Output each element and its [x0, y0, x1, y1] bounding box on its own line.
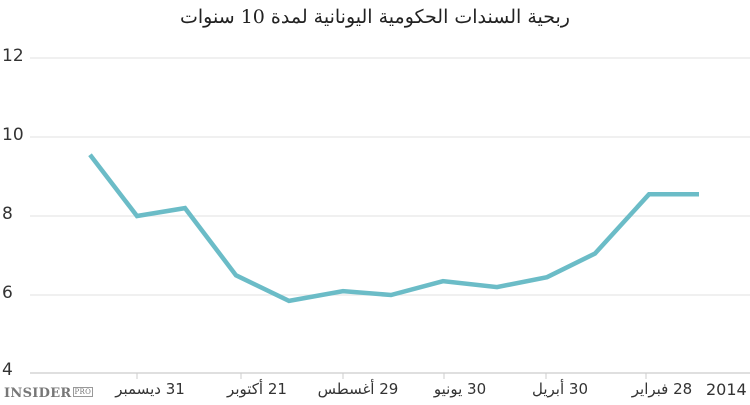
x-tick-label-jun30: 30 يونيو	[433, 380, 487, 398]
data-line	[88, 153, 699, 304]
chart-title: ربحية السندات الحكومية اليونانية لمدة 10…	[180, 6, 570, 28]
brand-logo: INSIDER PRO	[4, 386, 94, 401]
y-tick-6: 6	[2, 283, 13, 303]
x-tick-label-apr30: 30 أبريل	[531, 380, 589, 398]
x-tick-label-dec31: 31 ديسمبر	[115, 380, 185, 398]
y-tick-4: 4	[2, 360, 13, 380]
x-tick-label-aug29: 29 أغسطس	[317, 380, 399, 398]
y-tick-10: 10	[2, 125, 24, 145]
gridlines	[30, 57, 750, 296]
x-ticks	[136, 373, 647, 379]
y-tick-12: 12	[2, 46, 24, 66]
y-tick-8: 8	[2, 204, 13, 224]
x-tick-label-feb28: 28 فبراير	[631, 380, 693, 398]
x-tick-label-year: 2014	[706, 380, 747, 399]
x-tick-label-oct21: 21 أكتوبر	[227, 380, 287, 398]
